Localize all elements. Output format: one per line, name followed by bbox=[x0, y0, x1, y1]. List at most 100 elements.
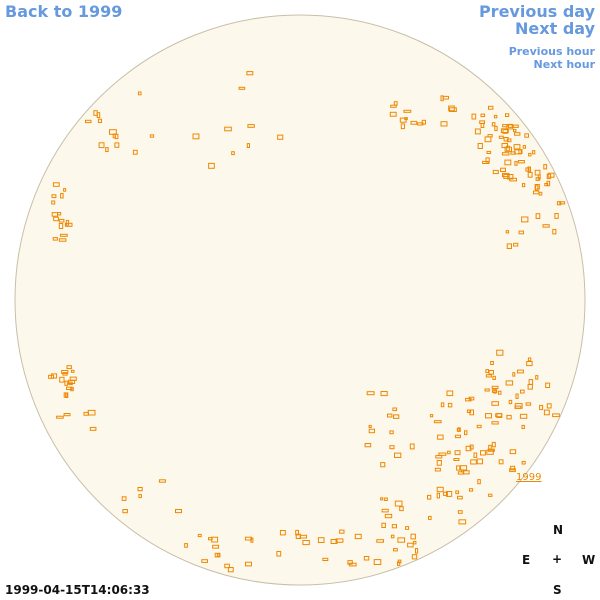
feature-contour-301 bbox=[368, 428, 376, 434]
feature-contour-86 bbox=[521, 424, 525, 429]
feature-contour-288 bbox=[364, 443, 372, 448]
feature-contour-246 bbox=[347, 560, 353, 565]
feature-contour-176 bbox=[52, 182, 60, 187]
back-to-year-link[interactable]: Back to 1999 bbox=[5, 2, 123, 21]
feature-contour-127 bbox=[476, 424, 482, 429]
feature-contour-35 bbox=[506, 145, 510, 152]
feature-contour-300 bbox=[392, 407, 398, 412]
compass-south: S bbox=[553, 583, 562, 597]
feature-contour-248 bbox=[390, 534, 395, 539]
feature-contour-289 bbox=[380, 391, 388, 397]
feature-contour-236 bbox=[322, 557, 329, 561]
feature-contour-153 bbox=[469, 488, 474, 492]
feature-contour-42 bbox=[504, 146, 513, 152]
feature-contour-186 bbox=[51, 200, 56, 205]
feature-contour-152 bbox=[443, 491, 448, 496]
feature-contour-102 bbox=[545, 382, 551, 389]
feature-contour-261 bbox=[137, 91, 142, 96]
feature-contour-97 bbox=[535, 375, 539, 380]
feature-contour-171 bbox=[65, 392, 69, 398]
feature-contour-132 bbox=[464, 430, 468, 436]
feature-contour-77 bbox=[527, 357, 532, 362]
feature-contour-144 bbox=[436, 486, 444, 493]
feature-contour-259 bbox=[238, 86, 246, 90]
feature-contour-96 bbox=[512, 372, 516, 377]
feature-contour-112 bbox=[454, 434, 461, 439]
feature-contour-267 bbox=[384, 513, 393, 519]
feature-contour-95 bbox=[491, 385, 499, 389]
feature-contour-172 bbox=[70, 369, 75, 373]
feature-contour-210 bbox=[449, 107, 457, 113]
compass-center: + bbox=[552, 552, 563, 566]
feature-contour-131 bbox=[440, 402, 445, 408]
feature-contour-46 bbox=[532, 150, 536, 155]
feature-contour-142 bbox=[476, 458, 484, 465]
feature-contour-24 bbox=[513, 129, 517, 133]
feature-contour-264 bbox=[208, 162, 215, 169]
feature-contour-136 bbox=[491, 441, 496, 448]
feature-contour-76 bbox=[484, 388, 490, 392]
feature-contour-21 bbox=[546, 180, 551, 187]
feature-contour-118 bbox=[521, 461, 526, 465]
feature-contour-199 bbox=[98, 142, 105, 149]
feature-contour-290 bbox=[409, 443, 415, 450]
previous-day-link[interactable]: Previous day bbox=[478, 2, 595, 21]
previous-hour-link[interactable]: Previous hour bbox=[508, 45, 595, 58]
feature-contour-182 bbox=[58, 238, 67, 242]
feature-contour-256 bbox=[247, 124, 255, 128]
feature-contour-133 bbox=[510, 465, 516, 471]
feature-contour-183 bbox=[65, 219, 70, 226]
next-hour-link[interactable]: Next hour bbox=[533, 58, 596, 71]
next-day-link[interactable]: Next day bbox=[515, 19, 595, 38]
feature-contour-196 bbox=[97, 118, 103, 123]
feature-contour-298 bbox=[389, 430, 394, 435]
feature-contour-249 bbox=[363, 556, 370, 561]
feature-contour-188 bbox=[57, 212, 62, 216]
feature-contour-284 bbox=[56, 415, 64, 419]
feature-contour-53 bbox=[501, 152, 510, 156]
feature-contour-218 bbox=[393, 548, 398, 552]
feature-contour-27 bbox=[517, 160, 525, 164]
feature-contour-221 bbox=[216, 553, 221, 557]
feature-contour-47 bbox=[485, 157, 490, 163]
feature-contour-143 bbox=[435, 455, 443, 459]
feature-contour-93 bbox=[492, 389, 498, 393]
feature-contour-48 bbox=[492, 169, 499, 175]
feature-contour-34 bbox=[534, 169, 541, 176]
feature-contour-281 bbox=[381, 508, 389, 513]
feature-contour-211 bbox=[440, 95, 444, 102]
feature-contour-244 bbox=[335, 538, 344, 543]
feature-contour-250 bbox=[211, 536, 219, 543]
feature-contour-208 bbox=[448, 105, 455, 112]
feature-contour-154 bbox=[487, 448, 495, 452]
feature-contour-124 bbox=[485, 413, 492, 419]
feature-contour-195 bbox=[114, 142, 120, 148]
feature-contour-31 bbox=[556, 201, 562, 206]
feature-contour-108 bbox=[491, 421, 499, 425]
feature-contour-241 bbox=[224, 563, 230, 569]
feature-contour-227 bbox=[397, 559, 402, 564]
feature-contour-254 bbox=[411, 554, 418, 560]
feature-contour-198 bbox=[93, 110, 98, 116]
feature-contour-245 bbox=[407, 542, 414, 548]
feature-contour-203 bbox=[389, 111, 397, 117]
feature-contour-151 bbox=[453, 458, 460, 461]
feature-contour-33 bbox=[514, 161, 518, 166]
feature-contour-72 bbox=[502, 124, 508, 128]
feature-contour-57 bbox=[518, 149, 523, 155]
feature-contour-180 bbox=[52, 237, 58, 241]
feature-contour-128 bbox=[466, 409, 472, 413]
feature-contour-292 bbox=[368, 424, 372, 428]
feature-contour-173 bbox=[66, 365, 72, 370]
feature-contour-273 bbox=[457, 510, 463, 514]
feature-contour-83 bbox=[526, 361, 533, 367]
feature-contour-276 bbox=[436, 492, 441, 499]
region-number-label[interactable]: 1999 bbox=[516, 472, 542, 483]
feature-contour-229 bbox=[330, 539, 338, 544]
feature-contour-90 bbox=[546, 403, 552, 409]
feature-contour-36 bbox=[514, 149, 522, 155]
compass-west: W bbox=[582, 553, 596, 567]
feature-contour-279 bbox=[394, 500, 403, 507]
feature-contour-39 bbox=[507, 174, 514, 180]
feature-contour-190 bbox=[105, 147, 109, 153]
